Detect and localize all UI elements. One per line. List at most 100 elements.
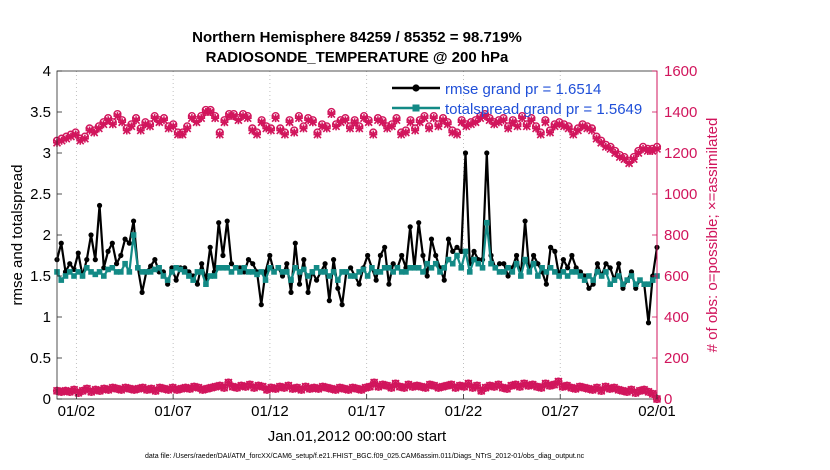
obs-bottom-assimilated-marker — [567, 383, 576, 392]
totalspread-point — [449, 260, 456, 267]
obs-bottom-assimilated-marker — [430, 381, 439, 390]
obs-assimilated-marker — [615, 153, 624, 162]
obs-bottom-assimilated-marker — [481, 383, 490, 392]
obs-assimilated-marker — [522, 122, 531, 131]
obs-bottom-assimilated-marker — [468, 383, 477, 392]
totalspread-point — [198, 269, 205, 275]
obs-assimilated-marker — [578, 122, 587, 131]
obs-assimilated-marker — [164, 124, 173, 133]
obs-assimilated-marker — [601, 142, 610, 151]
obs-assimilated-marker — [606, 144, 615, 153]
totalspread-point — [411, 265, 418, 271]
obs-assimilated-marker — [80, 134, 89, 143]
totalspread-point — [343, 269, 350, 275]
obs-assimilated-marker — [457, 118, 466, 127]
obs-bottom-assimilated-marker — [490, 382, 499, 391]
x-tick-label: 01/02 — [58, 403, 96, 420]
right-tick-label: 1400 — [664, 104, 697, 121]
totalspread-point — [147, 269, 154, 275]
obs-bottom-assimilated-marker — [198, 385, 207, 394]
obs-assimilated-marker — [443, 120, 452, 129]
obs-bottom-assimilated-marker — [211, 382, 220, 391]
rmse-point — [92, 257, 98, 263]
totalspread-point — [249, 269, 256, 275]
rmse-point — [573, 265, 579, 271]
totalspread-point — [143, 269, 150, 275]
rmse-point — [224, 218, 230, 224]
obs-bottom-assimilated-marker — [95, 386, 104, 395]
rmse-point — [313, 277, 320, 283]
obs-count-markers — [52, 105, 662, 404]
rmse-point — [258, 302, 264, 308]
obs-assimilated-marker — [499, 116, 508, 125]
rmse-point — [365, 252, 371, 259]
obs-bottom-assimilated-marker — [232, 383, 242, 392]
left-tick-label: 0 — [43, 391, 51, 408]
obs-bottom-assimilated-marker — [558, 382, 567, 391]
rmse-point — [403, 265, 409, 271]
rmse-point — [216, 220, 222, 226]
rmse-point — [305, 289, 311, 295]
rmse-point — [505, 273, 511, 279]
obs-bottom-assimilated-marker — [515, 382, 524, 391]
totalspread-point — [224, 265, 231, 271]
totalspread-point — [75, 269, 82, 275]
totalspread-point — [428, 265, 435, 271]
obs-bottom-assimilated-marker — [220, 383, 229, 392]
rmse-point — [560, 257, 566, 263]
obs-assimilated-marker — [369, 130, 378, 139]
obs-assimilated-marker — [248, 126, 257, 135]
obs-bottom-assimilated-marker — [361, 383, 370, 392]
rmse-point — [194, 281, 201, 287]
totalspread-point — [335, 277, 341, 283]
obs-bottom-assimilated-marker — [271, 384, 280, 393]
obs-assimilated-marker — [564, 124, 573, 133]
totalspread-point — [262, 277, 269, 283]
right-tick-label: 800 — [664, 227, 689, 244]
obs-assimilated-marker — [280, 130, 289, 139]
obs-bottom-assimilated-marker — [537, 383, 546, 392]
totalspread-point — [539, 265, 545, 271]
obs-bottom-assimilated-marker — [280, 383, 289, 392]
rmse-point — [288, 289, 294, 295]
obs-assimilated-marker — [183, 124, 192, 133]
obs-assimilated-marker — [648, 146, 657, 156]
totalspread-point — [607, 281, 613, 287]
obs-bottom-assimilated-marker — [640, 385, 649, 394]
obs-bottom-assimilated-marker — [404, 380, 413, 389]
obs-bottom-assimilated-marker — [331, 385, 340, 394]
obs-assimilated-marker — [341, 116, 350, 125]
obs-assimilated-marker — [206, 107, 215, 117]
totalspread-point — [130, 232, 137, 238]
obs-assimilated-marker — [359, 114, 369, 123]
obs-assimilated-marker — [90, 128, 99, 137]
totalspread-point — [177, 266, 184, 273]
rmse-point — [348, 265, 354, 271]
totalspread-point — [526, 269, 533, 275]
obs-bottom-assimilated-marker — [438, 382, 447, 391]
obs-bottom-assimilated-marker — [65, 387, 74, 396]
obs-assimilated-marker — [201, 107, 210, 117]
totalspread-point — [475, 260, 482, 267]
obs-bottom-assimilated-marker — [314, 384, 323, 393]
obs-assimilated-marker — [434, 122, 443, 131]
right-tick-label: 600 — [664, 268, 689, 285]
obs-bottom-assimilated-marker — [610, 383, 619, 392]
totalspread-point — [569, 269, 575, 275]
right-tick-label: 1000 — [664, 186, 697, 203]
totalspread-point — [586, 273, 592, 279]
totalspread-point — [79, 273, 86, 279]
x-tick-label: 02/01 — [638, 403, 676, 420]
obs-bottom-assimilated-marker — [344, 385, 353, 394]
obs-assimilated-marker — [643, 146, 652, 156]
obs-bottom-assimilated-marker — [194, 383, 203, 392]
totalspread-point — [181, 269, 188, 275]
obs-assimilated-marker — [345, 124, 355, 133]
totalspread-point — [513, 260, 520, 267]
totalspread-point — [301, 266, 307, 273]
totalspread-point — [547, 265, 554, 271]
totalspread-point — [164, 277, 171, 283]
totalspread-point — [360, 266, 367, 273]
totalspread-point — [271, 269, 277, 275]
obs-bottom-assimilated-marker — [78, 386, 87, 395]
